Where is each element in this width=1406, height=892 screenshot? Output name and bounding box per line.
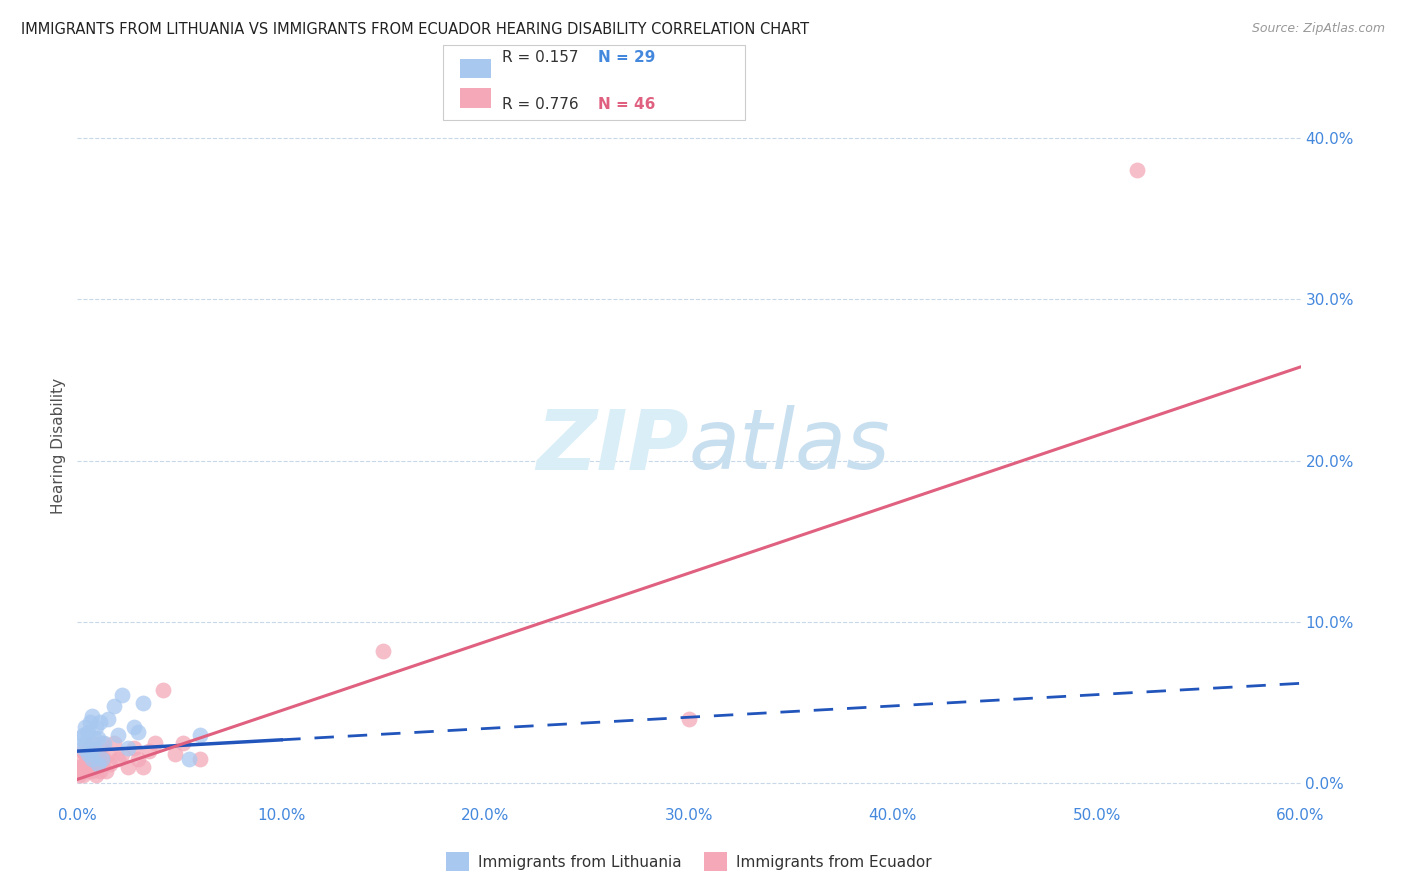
Point <box>124 720 146 734</box>
Point <box>127 724 149 739</box>
Point <box>111 688 134 702</box>
Point <box>93 736 115 750</box>
Point <box>165 747 187 762</box>
Point <box>94 764 117 778</box>
Point <box>80 752 103 766</box>
Point <box>72 728 94 742</box>
Point <box>87 731 110 746</box>
Point <box>75 736 97 750</box>
Point <box>83 731 105 746</box>
Point <box>1126 162 1149 177</box>
Point <box>76 764 98 778</box>
Text: atlas: atlas <box>689 406 890 486</box>
Point <box>90 757 112 772</box>
Point <box>83 744 105 758</box>
Point <box>76 740 98 755</box>
Point <box>371 644 394 658</box>
Point <box>80 736 103 750</box>
Point <box>89 715 111 730</box>
Point <box>111 747 134 762</box>
Point <box>131 760 153 774</box>
Point <box>84 768 107 782</box>
Point <box>90 736 112 750</box>
Point <box>107 728 129 742</box>
Point <box>72 760 94 774</box>
Point <box>70 731 93 746</box>
Y-axis label: Hearing Disability: Hearing Disability <box>51 378 66 514</box>
Point <box>97 712 120 726</box>
Point <box>75 757 97 772</box>
Point <box>117 740 139 755</box>
Point <box>79 760 101 774</box>
Point <box>80 764 103 778</box>
Point <box>70 764 93 778</box>
Point <box>79 744 101 758</box>
Point <box>90 752 112 766</box>
Point <box>188 728 211 742</box>
Point <box>107 752 129 766</box>
Point <box>72 768 94 782</box>
Point <box>97 747 120 762</box>
Point <box>72 740 94 755</box>
Text: N = 29: N = 29 <box>598 51 655 65</box>
Point <box>127 752 149 766</box>
Point <box>89 764 111 778</box>
Text: Source: ZipAtlas.com: Source: ZipAtlas.com <box>1251 22 1385 36</box>
Point <box>75 747 97 762</box>
Text: IMMIGRANTS FROM LITHUANIA VS IMMIGRANTS FROM ECUADOR HEARING DISABILITY CORRELAT: IMMIGRANTS FROM LITHUANIA VS IMMIGRANTS … <box>21 22 810 37</box>
Point <box>678 712 700 726</box>
Point <box>72 744 94 758</box>
Point <box>83 757 105 772</box>
Point <box>188 752 211 766</box>
Point <box>138 744 160 758</box>
Point <box>152 682 174 697</box>
Point <box>83 740 105 755</box>
Point <box>84 752 107 766</box>
Point <box>87 747 110 762</box>
Point <box>179 752 201 766</box>
Text: ZIP: ZIP <box>536 406 689 486</box>
Point <box>67 760 90 774</box>
Point <box>124 740 146 755</box>
Point <box>87 757 110 772</box>
Text: R = 0.776: R = 0.776 <box>502 97 578 112</box>
Point <box>79 747 101 762</box>
Point <box>103 698 125 713</box>
Legend: Immigrants from Lithuania, Immigrants from Ecuador: Immigrants from Lithuania, Immigrants fr… <box>440 847 938 877</box>
Point <box>103 736 125 750</box>
Point <box>79 715 101 730</box>
Point <box>84 720 107 734</box>
Point <box>67 768 90 782</box>
Point <box>117 760 139 774</box>
Point <box>87 760 110 774</box>
Point <box>89 740 111 755</box>
Point <box>98 757 121 772</box>
Text: N = 46: N = 46 <box>598 97 655 112</box>
Point <box>93 752 115 766</box>
Point <box>80 708 103 723</box>
Point <box>75 720 97 734</box>
Point <box>76 752 98 766</box>
Point <box>131 696 153 710</box>
Text: R = 0.157: R = 0.157 <box>502 51 578 65</box>
Point <box>70 752 93 766</box>
Point <box>76 747 98 762</box>
Point <box>76 724 98 739</box>
Point <box>172 736 194 750</box>
Point <box>143 736 166 750</box>
